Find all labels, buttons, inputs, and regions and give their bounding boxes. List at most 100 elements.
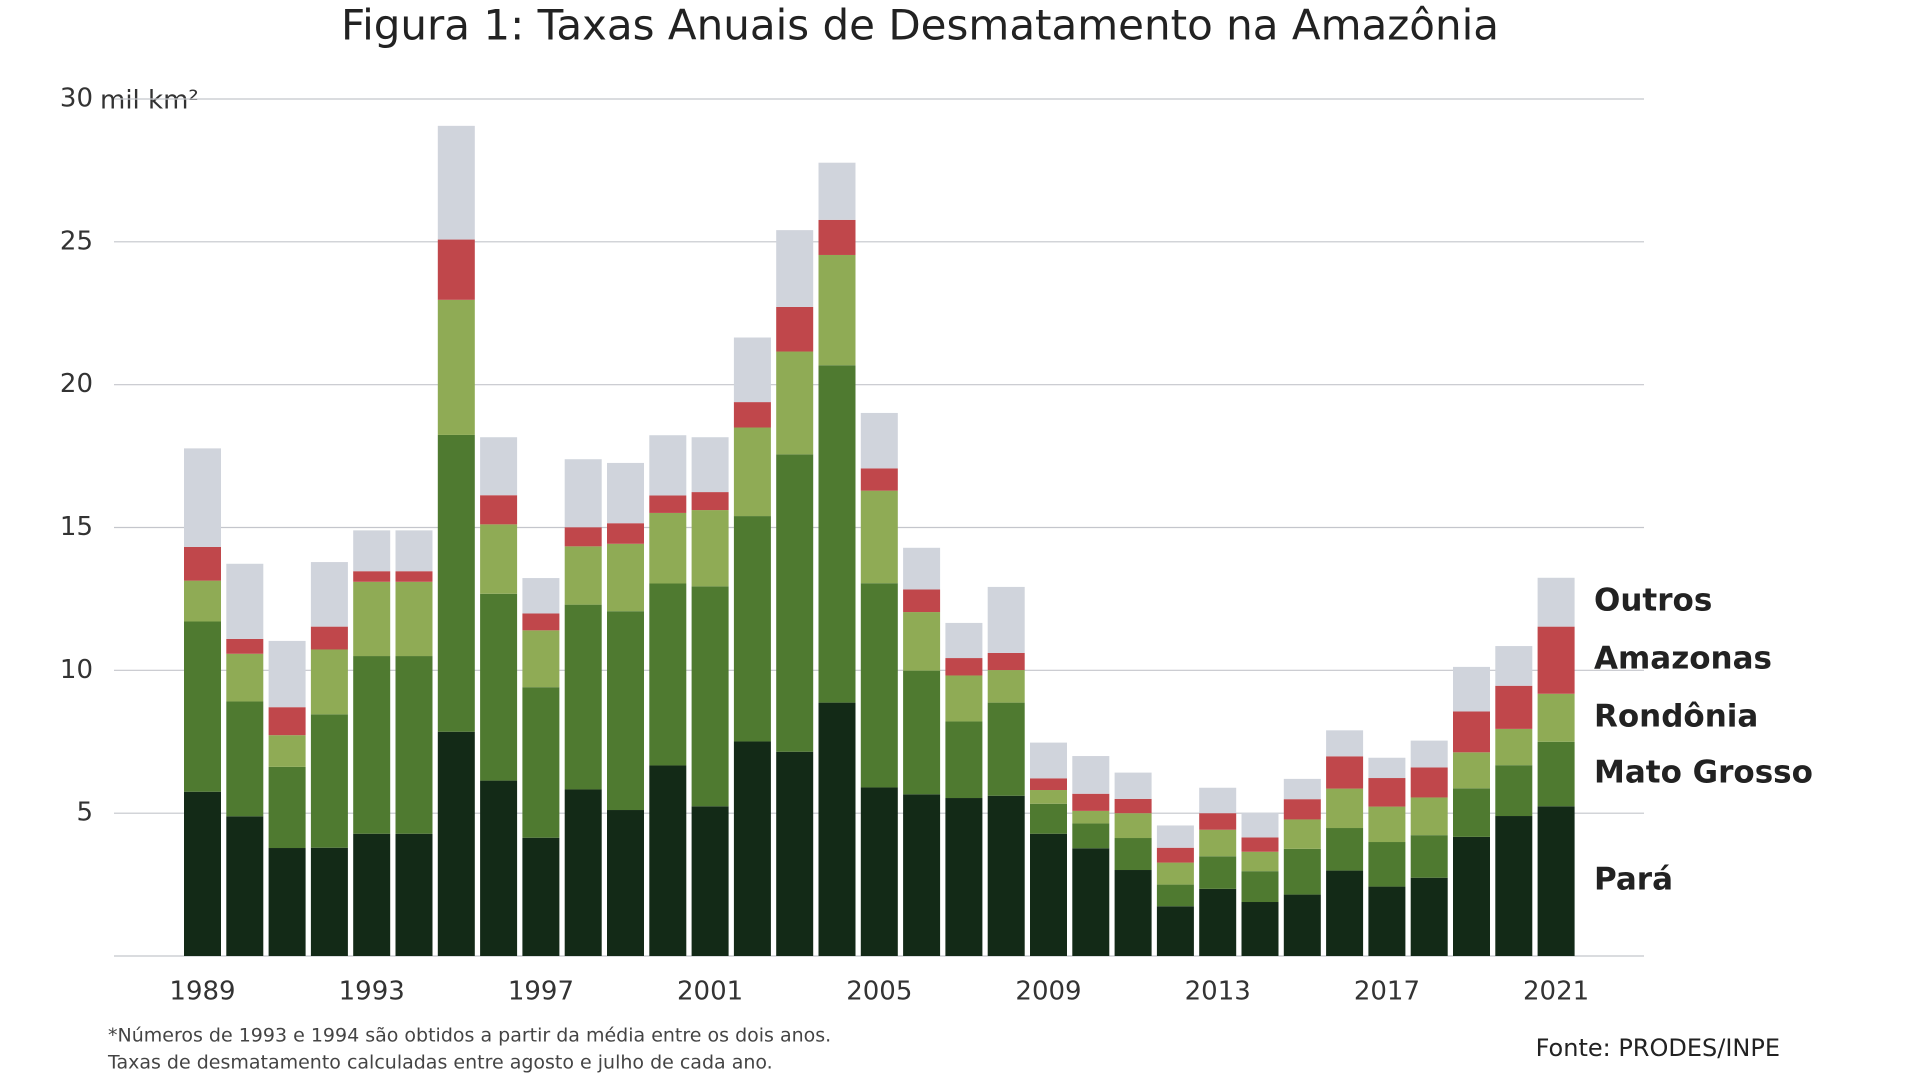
bar-segment (987, 795, 1025, 956)
bar-segment (1326, 756, 1364, 789)
bar-segment (437, 125, 475, 240)
bar-segment (691, 437, 729, 493)
bar-segment (564, 789, 602, 956)
bar-segment (860, 787, 898, 956)
x-tick-label: 1993 (339, 977, 405, 1007)
bar-segment (776, 454, 814, 752)
bar-segment (184, 546, 221, 581)
bar-segment (818, 162, 856, 220)
bar-segment (1030, 742, 1067, 779)
x-tick-label: 2013 (1185, 977, 1251, 1007)
bar-segment (437, 239, 475, 300)
bar-segment (1199, 888, 1237, 956)
bar-segment (1199, 829, 1237, 857)
bar-segment (1283, 848, 1321, 895)
bar-segment (268, 735, 306, 767)
bar-segment (903, 589, 941, 613)
bar-segment (1283, 799, 1321, 820)
footnote: Taxas de desmatamento calculadas entre a… (107, 1052, 773, 1074)
bar-segment (1326, 788, 1364, 829)
bar-segment (1283, 819, 1321, 849)
bar-segment (395, 656, 433, 834)
bar-segment (776, 306, 814, 352)
bar-segment (1072, 793, 1110, 811)
bar-segment (1199, 856, 1237, 889)
bar-segment (1156, 825, 1194, 848)
bar-segment (226, 701, 264, 817)
bar-segment (649, 435, 687, 496)
bar-segment (733, 402, 771, 428)
bar-segment (353, 656, 391, 834)
bar-segment (691, 806, 729, 956)
bar-segment (1199, 787, 1237, 814)
bar-segment (1283, 778, 1321, 800)
bar-segment (480, 524, 518, 594)
bar-segment (310, 847, 348, 956)
bar-segment (564, 546, 602, 605)
bar-segment (1368, 757, 1406, 779)
bar-segment (564, 527, 602, 547)
bar-segment (353, 530, 391, 572)
bar-segment (1156, 862, 1194, 885)
bar-segment (226, 638, 264, 654)
bar-segment (1410, 740, 1448, 768)
bar-segment (480, 780, 518, 956)
bar-segment (1283, 894, 1321, 956)
bar-segment (607, 810, 644, 956)
bar-segment (860, 583, 898, 788)
bar-segment (1453, 752, 1490, 789)
bar-segment (649, 512, 687, 584)
bar-segment (1199, 813, 1237, 830)
bar-segment (226, 816, 264, 956)
bar-segment (310, 562, 348, 627)
bar-segment (1072, 823, 1110, 849)
bar-segment (1030, 778, 1067, 791)
bar-segment (1030, 803, 1067, 834)
bar-segment (522, 630, 560, 688)
bar-segment (564, 604, 602, 790)
bar-segment (818, 219, 856, 255)
bar-segment (268, 707, 306, 736)
bar-segment (353, 833, 391, 956)
bar-segment (1072, 756, 1110, 794)
bar-segment (1453, 788, 1490, 837)
bar-segment (1368, 842, 1406, 887)
bar-segment (1241, 902, 1279, 956)
y-tick-label: 30 (60, 84, 93, 114)
bar-segment (1410, 767, 1448, 798)
bar-segment (903, 794, 941, 956)
bar-segment (1072, 848, 1110, 956)
bar-segment (1368, 806, 1406, 843)
bar-segment (184, 448, 221, 547)
bar-segment (1453, 666, 1490, 712)
bar-segment (564, 459, 602, 528)
bar-segment (184, 580, 221, 622)
bar-segment (1453, 836, 1490, 956)
bar-segment (226, 563, 264, 639)
bar-segment (1114, 813, 1152, 839)
bar-segment (607, 523, 644, 544)
bar-segment (1453, 711, 1490, 753)
bar-segment (1326, 730, 1364, 757)
x-tick-label: 2005 (846, 977, 912, 1007)
bar-segment (395, 833, 433, 956)
bar-segment (1030, 833, 1067, 956)
bar-segment (437, 299, 475, 435)
y-axis-label: mil km² (100, 86, 199, 116)
x-tick-label: 1989 (169, 977, 235, 1007)
bar-segment (184, 621, 221, 792)
bar-segment (733, 427, 771, 517)
x-tick-label: 2001 (677, 977, 743, 1007)
bar-segment (268, 640, 306, 708)
bar-segment (903, 670, 941, 795)
bar-segment (945, 798, 983, 956)
bar-segment (1156, 847, 1194, 863)
bar-segment (480, 437, 518, 496)
bar-segment (522, 578, 560, 614)
bar-segment (353, 581, 391, 657)
bar-segment (480, 495, 518, 525)
bar-segment (860, 412, 898, 469)
bar-segment (945, 721, 983, 799)
bar-segment (733, 741, 771, 956)
bar-segment (226, 653, 264, 702)
